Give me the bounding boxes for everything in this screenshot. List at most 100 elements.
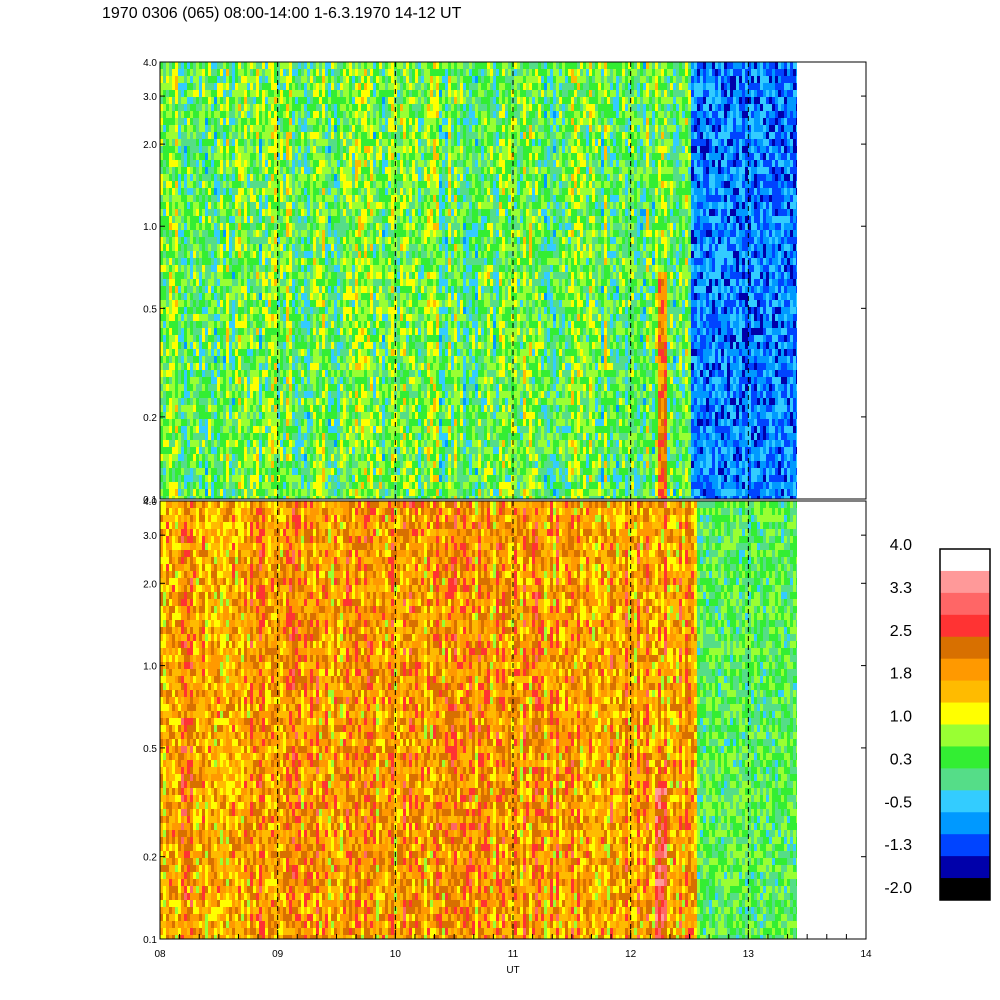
- heatmap-cell: [178, 335, 182, 343]
- heatmap-cell: [307, 104, 311, 112]
- heatmap-cell: [232, 342, 236, 350]
- heatmap-cell: [190, 272, 194, 280]
- heatmap-cell: [253, 188, 257, 196]
- heatmap-cell: [340, 300, 344, 308]
- heatmap-cell: [265, 300, 269, 308]
- heatmap-cell: [235, 146, 239, 154]
- heatmap-cell: [313, 132, 317, 140]
- heatmap-cell: [337, 342, 341, 350]
- heatmap-cell: [265, 209, 269, 217]
- heatmap-cell: [376, 139, 380, 147]
- heatmap-cell: [184, 272, 188, 280]
- heatmap-cell: [388, 62, 392, 70]
- heatmap-cell: [343, 62, 347, 70]
- heatmap-cell: [223, 356, 227, 364]
- heatmap-cell: [199, 433, 203, 441]
- heatmap-cell: [280, 69, 284, 77]
- heatmap-cell: [202, 314, 206, 322]
- heatmap-cell: [241, 230, 245, 238]
- heatmap-cell: [373, 384, 377, 392]
- heatmap-cell: [247, 230, 251, 238]
- heatmap-cell: [244, 153, 248, 161]
- heatmap-cell: [355, 454, 359, 462]
- heatmap-cell: [169, 356, 173, 364]
- heatmap-cell: [391, 125, 395, 133]
- heatmap-cell: [361, 188, 365, 196]
- heatmap-cell: [178, 356, 182, 364]
- heatmap-cell: [373, 370, 377, 378]
- heatmap-cell: [310, 153, 314, 161]
- heatmap-cell: [304, 153, 308, 161]
- heatmap-cell: [241, 342, 245, 350]
- heatmap-cell: [187, 209, 191, 217]
- heatmap-cell: [175, 188, 179, 196]
- heatmap-cell: [337, 391, 341, 399]
- heatmap-cell: [340, 153, 344, 161]
- heatmap-cell: [310, 384, 314, 392]
- heatmap-cell: [181, 321, 185, 329]
- heatmap-cell: [331, 489, 335, 497]
- heatmap-cell: [190, 265, 194, 273]
- heatmap-cell: [271, 307, 275, 315]
- heatmap-cell: [331, 440, 335, 448]
- heatmap-cell: [193, 62, 197, 70]
- heatmap-cell: [160, 209, 164, 217]
- heatmap-cell: [232, 104, 236, 112]
- heatmap-cell: [190, 90, 194, 98]
- heatmap-cell: [313, 314, 317, 322]
- heatmap-cell: [214, 454, 218, 462]
- heatmap-cell: [391, 272, 395, 280]
- heatmap-cell: [379, 153, 383, 161]
- heatmap-cell: [340, 132, 344, 140]
- heatmap-cell: [358, 475, 362, 483]
- heatmap-cell: [235, 405, 239, 413]
- heatmap-cell: [211, 391, 215, 399]
- heatmap-cell: [226, 482, 230, 490]
- heatmap-cell: [310, 468, 314, 476]
- heatmap-cell: [199, 167, 203, 175]
- heatmap-cell: [259, 447, 263, 455]
- heatmap-cell: [286, 300, 290, 308]
- heatmap-cell: [229, 370, 233, 378]
- heatmap-cell: [253, 160, 257, 168]
- heatmap-cell: [169, 167, 173, 175]
- heatmap-cell: [226, 356, 230, 364]
- heatmap-cell: [271, 244, 275, 252]
- heatmap-cell: [283, 496, 287, 499]
- heatmap-cell: [379, 174, 383, 182]
- heatmap-cell: [343, 132, 347, 140]
- heatmap-cell: [310, 489, 314, 497]
- heatmap-cell: [280, 181, 284, 189]
- heatmap-cell: [370, 454, 374, 462]
- heatmap-cell: [211, 251, 215, 259]
- heatmap-cell: [226, 363, 230, 371]
- heatmap-cell: [202, 90, 206, 98]
- heatmap-cell: [337, 307, 341, 315]
- heatmap-cell: [295, 426, 299, 434]
- heatmap-cell: [277, 195, 281, 203]
- heatmap-cell: [292, 293, 296, 301]
- heatmap-cell: [235, 216, 239, 224]
- heatmap-cell: [220, 258, 224, 266]
- heatmap-cell: [328, 300, 332, 308]
- heatmap-cell: [307, 69, 311, 77]
- heatmap-cell: [223, 419, 227, 427]
- heatmap-cell: [217, 202, 221, 210]
- heatmap-cell: [211, 342, 215, 350]
- heatmap-cell: [367, 160, 371, 168]
- heatmap-cell: [202, 342, 206, 350]
- heatmap-cell: [301, 461, 305, 469]
- heatmap-cell: [265, 419, 269, 427]
- heatmap-cell: [256, 300, 260, 308]
- heatmap-cell: [196, 76, 200, 84]
- heatmap-cell: [379, 447, 383, 455]
- heatmap-cell: [217, 454, 221, 462]
- heatmap-cell: [166, 321, 170, 329]
- heatmap-cell: [391, 489, 395, 497]
- heatmap-cell: [175, 370, 179, 378]
- heatmap-cell: [202, 188, 206, 196]
- heatmap-cell: [292, 62, 296, 70]
- heatmap-cell: [379, 188, 383, 196]
- heatmap-cell: [166, 209, 170, 217]
- heatmap-cell: [316, 440, 320, 448]
